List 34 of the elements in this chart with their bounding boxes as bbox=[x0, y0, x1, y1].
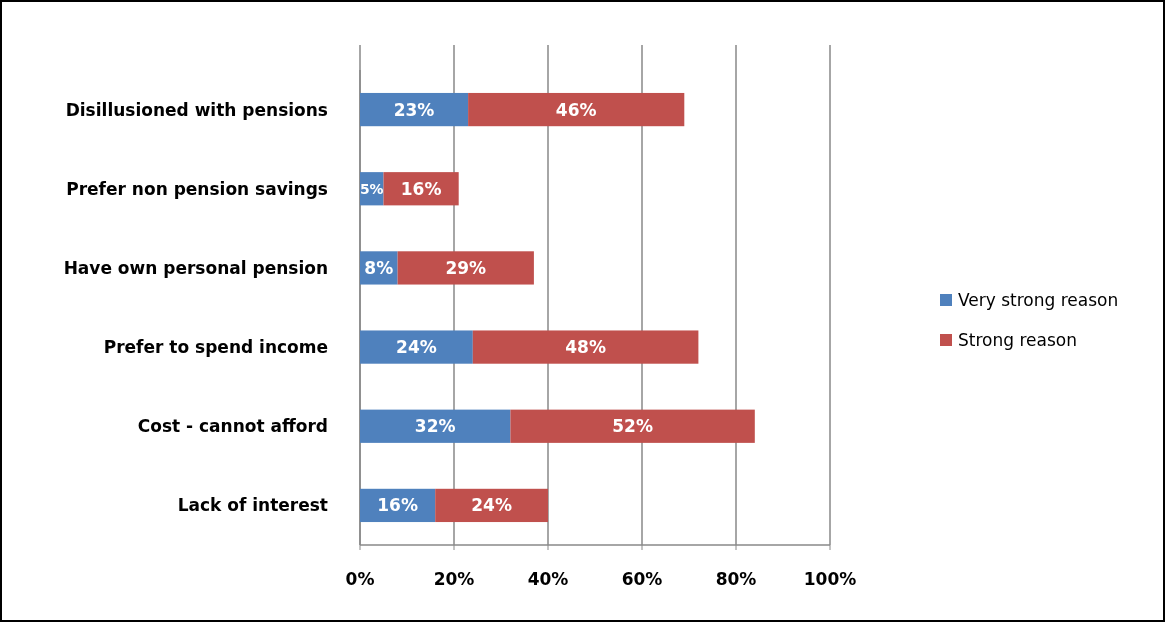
data-label: 8% bbox=[364, 257, 394, 278]
data-label: 16% bbox=[400, 178, 442, 199]
data-label: 52% bbox=[612, 416, 653, 437]
legend-label: Very strong reason bbox=[958, 289, 1119, 310]
bar bbox=[360, 409, 511, 443]
y-tick-label: Cost - cannot afford bbox=[137, 416, 328, 437]
data-label: 5% bbox=[359, 180, 384, 197]
y-tick-label: Prefer to spend income bbox=[103, 337, 328, 358]
bar bbox=[510, 409, 755, 443]
bar bbox=[360, 92, 469, 127]
bar bbox=[360, 330, 473, 364]
data-label: 48% bbox=[565, 337, 606, 358]
x-tick-label: 20% bbox=[433, 569, 475, 589]
y-tick-label: Lack of interest bbox=[177, 495, 328, 516]
y-tick-label: Disillusioned with pensions bbox=[65, 99, 328, 120]
data-label: 32% bbox=[414, 416, 456, 437]
legend-label: Strong reason bbox=[958, 329, 1077, 350]
data-label: 24% bbox=[471, 495, 512, 516]
data-label: 29% bbox=[445, 257, 487, 278]
x-tick-label: 100% bbox=[803, 569, 857, 589]
bar bbox=[435, 488, 548, 523]
bar bbox=[468, 92, 685, 127]
data-label: 23% bbox=[393, 99, 435, 120]
bar bbox=[472, 330, 699, 364]
x-tick-label: 60% bbox=[621, 569, 663, 589]
x-tick-label: 40% bbox=[527, 569, 569, 589]
y-tick-label: Have own personal pension bbox=[63, 257, 328, 278]
data-label: 46% bbox=[555, 99, 597, 120]
data-label: 16% bbox=[377, 495, 418, 516]
x-tick-label: 80% bbox=[715, 569, 757, 589]
data-label: 24% bbox=[396, 337, 437, 358]
x-tick-label: 0% bbox=[345, 569, 375, 589]
y-tick-label: Prefer non pension savings bbox=[66, 178, 328, 199]
bar bbox=[397, 251, 534, 285]
